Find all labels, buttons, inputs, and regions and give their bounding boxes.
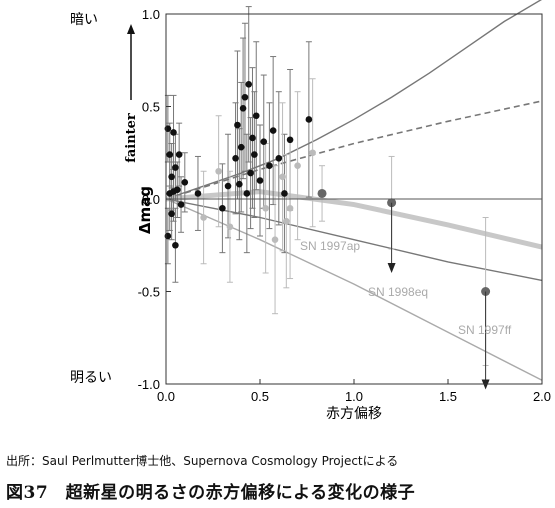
figure-caption: 図37 超新星の明るさの赤方偏移による変化の様子 [6, 483, 416, 503]
data-point [219, 204, 226, 212]
data-point [172, 164, 179, 171]
brighter-end-label: 明るい [70, 370, 112, 386]
source-note: 出所：Saul Perlmutter博士他、Supernova Cosmolog… [6, 454, 399, 468]
data-point [170, 129, 177, 136]
model-curve-3 [165, 198, 543, 282]
supernova-point [317, 188, 327, 198]
x-tick-label: 0.0 [157, 389, 175, 404]
data-point [260, 138, 268, 145]
fainter-end-label: 暗い [70, 12, 98, 28]
data-point [286, 204, 294, 212]
limit-arrow-head [387, 262, 396, 273]
data-point [224, 182, 232, 190]
data-point [236, 180, 243, 188]
x-axis-label: 赤方偏移 [326, 406, 382, 422]
data-point [251, 151, 258, 158]
chart: 0.0 0.5 1.0 1.5 2.01.00.50.0-0.5-1.0 暗い 明るい … [70, 0, 551, 422]
x-tick-label: 0.5 [251, 389, 269, 404]
data-point [245, 81, 253, 88]
data-point [275, 155, 283, 162]
y-tick-label: -1.0 [138, 377, 160, 392]
fainter-arrow-head [127, 24, 135, 34]
x-tick-label: 1.0 [345, 389, 363, 404]
data-point [241, 93, 249, 101]
data-point [177, 201, 185, 208]
data-point [279, 173, 286, 181]
data-point [168, 173, 175, 181]
data-point [283, 217, 290, 225]
data-point [271, 236, 279, 243]
data-point [175, 151, 183, 158]
error-bars [164, 6, 489, 366]
data-point [243, 190, 251, 197]
y-axis-label: Δmag [136, 186, 154, 234]
data-point [239, 105, 247, 112]
data-point [200, 214, 207, 221]
data-point [166, 151, 174, 158]
model-curve-1 [165, 100, 543, 200]
data-point [266, 162, 273, 169]
model-curve-0 [165, 0, 543, 200]
data-point [168, 210, 175, 218]
data-point [194, 190, 202, 197]
data-point [247, 169, 254, 177]
data-point [215, 167, 222, 175]
annotation-sn1998eq: SN 1998eq [368, 285, 428, 299]
data-point [172, 241, 179, 249]
tick-labels: 0.0 0.5 1.0 1.5 2.0 1.0 0.5 0.0 -0.5 -1.0 [138, 7, 551, 404]
data-point [286, 136, 294, 144]
x-tick-label: 1.5 [439, 389, 457, 404]
data-point [294, 162, 301, 169]
data-point [234, 121, 241, 129]
annotation-sn1997ap: SN 1997ap [300, 239, 360, 253]
data-point [232, 155, 239, 162]
data-point [226, 223, 234, 231]
model-curve-2 [165, 189, 543, 250]
x-tick-label: 2.0 [533, 389, 551, 404]
data-points [164, 81, 491, 390]
data-point [269, 127, 277, 134]
y-tick-label: -0.5 [138, 285, 160, 300]
data-point [309, 149, 316, 157]
data-point [252, 112, 260, 120]
arrow-label: fainter [124, 113, 139, 163]
data-point [262, 204, 269, 212]
data-point [173, 186, 181, 194]
data-point [249, 134, 256, 142]
data-point [181, 179, 189, 186]
y-tick-label: 1.0 [142, 7, 160, 22]
data-point [237, 143, 245, 151]
y-tick-label: 0.0 [142, 192, 160, 207]
data-point [281, 190, 288, 197]
y-tick-label: 0.5 [142, 100, 160, 115]
annotation-sn1997ff: SN 1997ff [458, 323, 512, 337]
data-point [256, 177, 264, 184]
data-point [305, 116, 313, 123]
